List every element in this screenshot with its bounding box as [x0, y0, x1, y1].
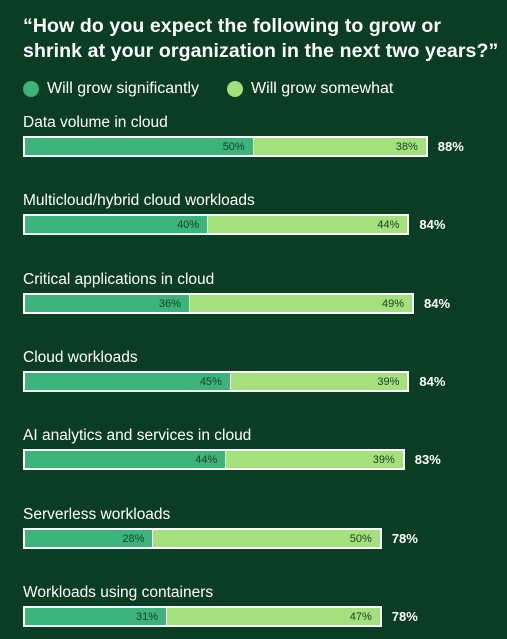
bar-value-label: 50%: [222, 141, 245, 153]
stacked-bar: 28% 50%: [23, 527, 382, 549]
stacked-bar: 31% 47%: [23, 605, 382, 627]
bar-total-label: 78%: [391, 608, 418, 624]
bar-value-label: 40%: [177, 219, 200, 232]
bar-value-label: 47%: [349, 610, 372, 623]
legend: Will grow significantly Will grow somewh…: [23, 80, 421, 98]
bar-value-label: 44%: [195, 454, 218, 467]
bar-value-label: 36%: [158, 297, 181, 310]
bar-segment-significant: 36%: [25, 294, 189, 312]
bar-segment-somewhat: 49%: [188, 294, 412, 312]
bar-segment-somewhat: 39%: [225, 451, 403, 469]
legend-item-somewhat: Will grow somewhat: [227, 80, 393, 98]
category-label: Critical applications in cloud: [23, 270, 215, 288]
legend-swatch-significant: [23, 81, 39, 97]
bar-value-label: 28%: [122, 532, 145, 545]
stacked-bar: 36% 49%: [23, 292, 414, 314]
category-label: Data volume in cloud: [23, 114, 168, 131]
bar-segment-significant: 28%: [25, 529, 153, 547]
bar-total-label: 78%: [391, 530, 418, 546]
chart-title: “How do you expect the following to grow…: [23, 15, 499, 62]
legend-label-somewhat: Will grow somewhat: [251, 80, 394, 97]
category-label: Serverless workloads: [23, 505, 171, 523]
legend-swatch-somewhat: [227, 81, 244, 97]
bar-segment-significant: 44%: [25, 451, 226, 469]
category-label: Cloud workloads: [23, 348, 138, 366]
legend-label-significant: Will grow significantly: [47, 80, 200, 97]
bar-segment-significant: 40%: [25, 216, 208, 234]
stacked-bar: 40% 44%: [23, 214, 410, 236]
bar-segment-somewhat: 50%: [152, 529, 380, 547]
bar-value-label: 44%: [377, 219, 400, 232]
stacked-bar: 44% 39%: [23, 449, 405, 471]
bar-total-label: 84%: [424, 295, 451, 311]
category-label: Workloads using containers: [23, 583, 214, 601]
category-label: Multicloud/hybrid cloud workloads: [23, 192, 255, 210]
category-label: AI analytics and services in cloud: [23, 427, 252, 445]
bar-total-label: 84%: [419, 373, 446, 389]
bar-value-label: 50%: [349, 532, 372, 545]
bar-value-label: 49%: [381, 297, 404, 310]
stacked-bar: 50% 38%: [23, 136, 428, 157]
bar-value-label: 45%: [199, 375, 222, 388]
bar-total-label: 84%: [419, 217, 446, 233]
bar-total-label: 88%: [437, 139, 464, 154]
bar-value-label: 39%: [372, 454, 395, 467]
bar-segment-significant: 31%: [25, 607, 166, 625]
bar-segment-significant: 45%: [25, 372, 230, 390]
bar-segment-somewhat: 44%: [207, 216, 408, 234]
bar-value-label: 38%: [395, 141, 418, 153]
stacked-bar: 45% 39%: [23, 370, 410, 392]
bar-segment-somewhat: 39%: [229, 372, 408, 390]
bar-segment-significant: 50%: [25, 138, 253, 155]
bar-total-label: 83%: [414, 452, 441, 468]
bar-value-label: 31%: [135, 610, 158, 623]
bar-segment-somewhat: 47%: [166, 607, 380, 625]
bar-segment-somewhat: 38%: [252, 138, 426, 155]
legend-item-significant: Will grow significantly: [23, 80, 199, 98]
bar-value-label: 39%: [377, 375, 400, 388]
